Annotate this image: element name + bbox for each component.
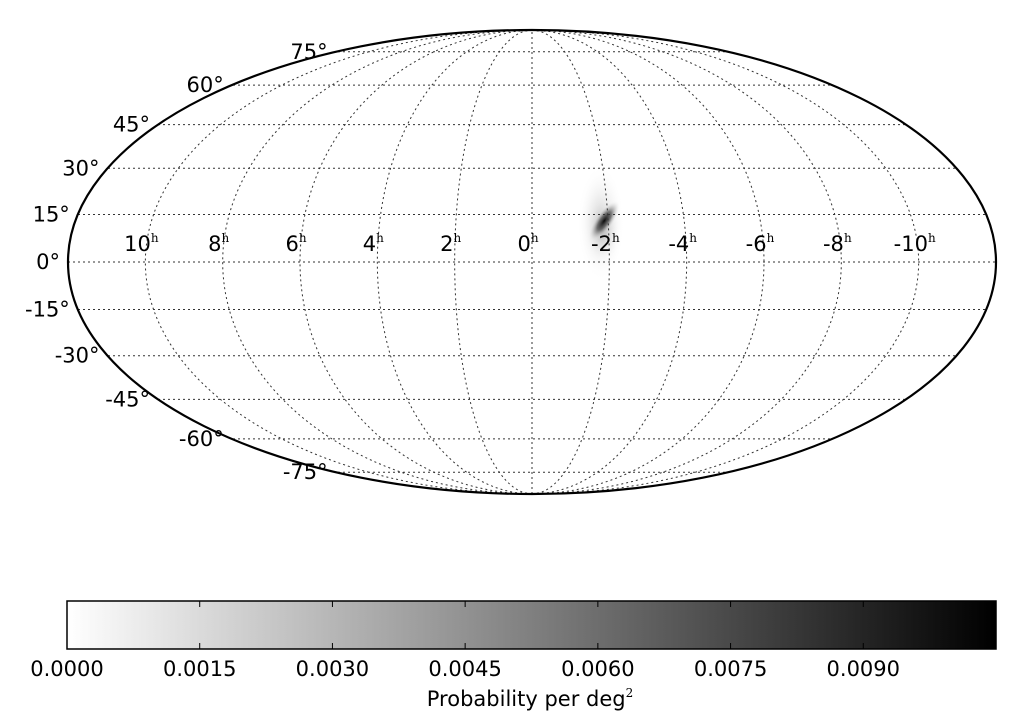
colorbar-tick-label: 0.0075 — [694, 657, 767, 681]
ra-tick-unit: h — [453, 231, 461, 245]
ra-tick-unit: h — [151, 231, 159, 245]
ra-tick-label: -2h — [591, 231, 620, 256]
dec-tick-label: 60° — [187, 73, 224, 97]
dec-tick-label: 75° — [290, 40, 327, 64]
meridian-line — [531, 30, 765, 494]
colorbar-gradient — [66, 600, 997, 650]
colorbar-tick-label: 0.0015 — [163, 657, 236, 681]
ra-tick-unit: h — [612, 231, 620, 245]
dec-tick-label: -60° — [179, 427, 224, 451]
dec-tick-label: 0° — [36, 250, 60, 274]
dec-tick-label: 30° — [62, 156, 99, 180]
ra-tick-label: 6h — [285, 231, 306, 256]
ra-tick-unit: h — [928, 231, 936, 245]
colorbar-tick-label: 0.0000 — [30, 657, 103, 681]
ra-tick-label: 0h — [517, 231, 538, 256]
ra-tick-unit: h — [844, 231, 852, 245]
ra-tick-unit: h — [689, 231, 697, 245]
colorbar-tick-label: 0.0030 — [296, 657, 369, 681]
ra-tick-label: 8h — [208, 231, 229, 256]
ra-tick-label: 2h — [440, 231, 461, 256]
ra-tick-label: -8h — [823, 231, 852, 256]
colorbar-label-superscript: 2 — [626, 686, 634, 700]
colorbar-tick-label: 0.0060 — [561, 657, 634, 681]
dec-tick-label: -15° — [25, 297, 70, 321]
probability-peak — [588, 200, 620, 242]
meridian-line — [376, 30, 533, 494]
colorbar: 0.0000 0.0015 0.0030 0.0045 0.0060 0.0075 0.00… — [30, 600, 997, 711]
ra-tick-label: -4h — [668, 231, 697, 256]
ra-tick-label: 10h — [124, 231, 159, 256]
meridian-line — [299, 30, 533, 494]
ra-tick-unit: h — [221, 231, 229, 245]
ra-tick-unit: h — [767, 231, 775, 245]
dec-tick-label: -75° — [283, 460, 328, 484]
dec-tick-label: -45° — [105, 387, 150, 411]
ra-tick-label: -6h — [746, 231, 775, 256]
meridian-line — [531, 30, 842, 494]
ra-tick-unit: h — [376, 231, 384, 245]
colorbar-tick-label: 0.0090 — [827, 657, 900, 681]
ra-tick-unit: h — [531, 231, 539, 245]
meridian-line — [222, 30, 533, 494]
ra-tick-unit: h — [299, 231, 307, 245]
colorbar-label: Probability per deg2 — [427, 686, 633, 711]
colorbar-tick-label: 0.0045 — [428, 657, 501, 681]
dec-tick-labels: 75° 60° 45° 30° 15° 0° -15° -30°-45° -60° -75° — [25, 40, 328, 484]
ra-tick-label: 4h — [363, 231, 384, 256]
map-boundary — [66, 28, 998, 496]
dec-tick-label: -30° — [55, 344, 100, 368]
ra-tick-labels: 10h 8h 6h 4h 2h 0h -2h -4h -6h -8h -10h — [124, 231, 936, 256]
meridian-line — [531, 30, 688, 494]
colorbar-ticks: 0.0000 0.0015 0.0030 0.0045 0.0060 0.0075 0.00… — [30, 601, 900, 681]
dec-tick-label: 45° — [113, 113, 150, 137]
dec-tick-label: 15° — [33, 203, 70, 227]
ra-tick-label: -10h — [894, 231, 936, 256]
